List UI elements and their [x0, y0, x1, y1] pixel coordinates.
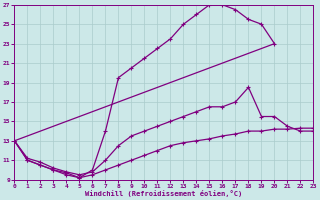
- X-axis label: Windchill (Refroidissement éolien,°C): Windchill (Refroidissement éolien,°C): [85, 190, 243, 197]
